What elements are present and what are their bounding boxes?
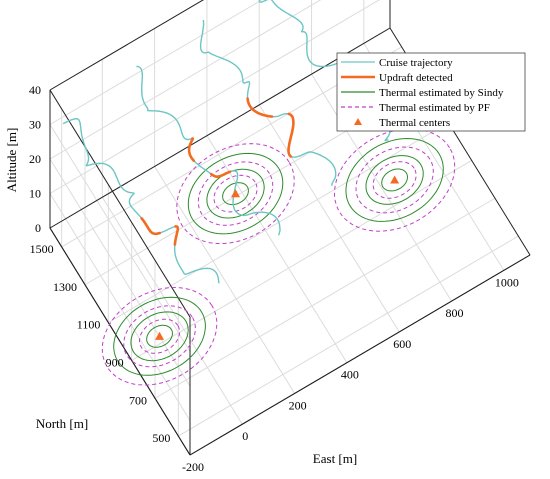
sindy-estimate-ring bbox=[206, 168, 265, 219]
y-tick-label: 1100 bbox=[77, 318, 101, 332]
legend-entry-label: Updraft detected bbox=[379, 72, 453, 84]
y-tick-label: 700 bbox=[129, 393, 147, 407]
pf-estimate-ring bbox=[213, 174, 258, 213]
updraft-segment bbox=[246, 97, 274, 118]
backwall-grid-z bbox=[49, 0, 263, 125]
x-axis-label: East [m] bbox=[313, 451, 357, 466]
trajectories bbox=[62, 0, 400, 340]
floor-grid-y bbox=[178, 235, 519, 437]
x-tick-label: 800 bbox=[446, 306, 464, 320]
pf-estimate-ring bbox=[372, 161, 417, 199]
y-tick-label: 1500 bbox=[30, 242, 54, 256]
floor-grid-y bbox=[131, 159, 472, 361]
y-axis-line bbox=[49, 227, 191, 456]
sindy-estimate-ring bbox=[130, 311, 189, 362]
thermal-center-marker bbox=[231, 189, 241, 198]
x-tick-label: -200 bbox=[182, 460, 204, 474]
thermal-center-marker bbox=[155, 331, 165, 340]
z-tick-label: 30 bbox=[29, 118, 41, 132]
x-tick-label: 400 bbox=[341, 368, 359, 382]
legend-entry-label: Cruise trajectory bbox=[379, 57, 453, 69]
axes-edge bbox=[49, 89, 191, 318]
x-tick-label: 600 bbox=[393, 337, 411, 351]
thermal-center-marker bbox=[390, 175, 400, 184]
x-tick-label: 0 bbox=[242, 429, 248, 443]
legend-entry-label: Thermal centers bbox=[379, 117, 450, 129]
pf-estimate-ring bbox=[176, 143, 295, 245]
updraft-segment bbox=[173, 225, 180, 246]
sindy-estimate-ring bbox=[187, 152, 284, 235]
floor-grid-x bbox=[258, 104, 400, 333]
axes-edge bbox=[49, 27, 391, 229]
cruise-trajectory bbox=[199, 19, 337, 187]
x-tick-label: 1000 bbox=[495, 275, 519, 289]
sindy-estimate-ring bbox=[365, 155, 424, 205]
legend-swatch-triangle bbox=[354, 118, 362, 125]
z-tick-label: 40 bbox=[29, 83, 41, 97]
sidewall-grid-z bbox=[49, 158, 191, 387]
pf-estimate-ring bbox=[197, 161, 274, 226]
z-tick-label: 20 bbox=[29, 152, 41, 166]
legend-entry-label: Thermal estimated by Sindy bbox=[379, 87, 504, 99]
x-tick-label: 200 bbox=[289, 398, 307, 412]
axes-edge bbox=[49, 0, 204, 91]
updraft-segment bbox=[140, 217, 161, 236]
y-tick-label: 1300 bbox=[53, 280, 77, 294]
thermal-estimates bbox=[101, 128, 456, 386]
floor-grid-x bbox=[311, 73, 452, 302]
floor-grid-x bbox=[154, 166, 296, 394]
pf-estimate-ring bbox=[101, 286, 218, 386]
sidewall-grid-z bbox=[49, 124, 191, 352]
floor-grid-x bbox=[206, 135, 348, 363]
sindy-estimate-ring bbox=[113, 296, 206, 376]
sidewall-grid-z bbox=[49, 193, 191, 421]
pf-estimate-ring bbox=[123, 305, 196, 368]
legend: Cruise trajectory Updraft detected Thermal… bbox=[336, 52, 526, 132]
cruise-trajectory bbox=[136, 65, 281, 236]
backwall-grid-z bbox=[49, 0, 380, 194]
z-tick-label: 10 bbox=[29, 187, 41, 201]
z-axis-label: Altitude [m] bbox=[4, 128, 19, 193]
sindy-estimate-ring bbox=[381, 168, 408, 192]
y-axis-label: North [m] bbox=[36, 416, 88, 431]
pf-estimate-ring bbox=[333, 128, 456, 232]
sindy-estimate-ring bbox=[146, 324, 173, 348]
updraft-segment bbox=[209, 170, 232, 178]
floor-grid-y bbox=[154, 197, 496, 399]
sindy-estimate-ring bbox=[345, 137, 444, 222]
tick-labels: -200020040060080010005007009001100130015… bbox=[29, 83, 519, 474]
updraft-segment bbox=[287, 112, 295, 158]
z-tick-label: 0 bbox=[35, 221, 41, 235]
y-tick-label: 500 bbox=[152, 431, 170, 445]
pf-estimate-ring bbox=[138, 318, 181, 354]
updraft-segment bbox=[187, 137, 195, 162]
backwall-grid-z bbox=[49, 0, 322, 160]
cruise-trajectory bbox=[62, 118, 220, 284]
floor-grid-x bbox=[101, 196, 243, 425]
pf-estimate-ring bbox=[355, 146, 434, 214]
y-tick-label: 900 bbox=[106, 355, 124, 369]
legend-entry-label: Thermal estimated by PF bbox=[379, 102, 490, 114]
x-axis-line bbox=[189, 254, 531, 456]
